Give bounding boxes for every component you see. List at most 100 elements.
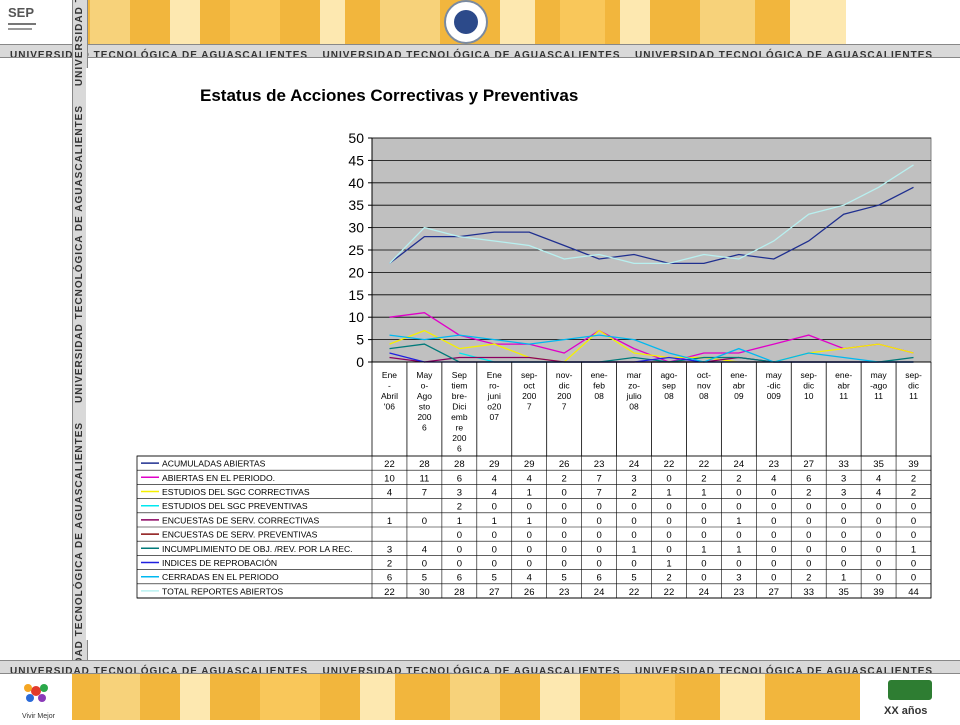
table-cell: 0 xyxy=(876,559,881,570)
table-cell: 0 xyxy=(457,530,462,541)
table-cell: 39 xyxy=(873,587,884,598)
table-cell: 26 xyxy=(524,587,535,598)
table-cell: 0 xyxy=(457,559,462,570)
x-tick-label-line: - xyxy=(388,381,391,391)
table-cell: 24 xyxy=(734,459,745,470)
table-cell: 0 xyxy=(596,530,601,541)
x-tick-label-line: feb xyxy=(593,381,605,391)
table-cell: 4 xyxy=(422,544,427,555)
x-tick-label: may -ago 11 xyxy=(870,370,887,401)
anniversary-icon: XX años xyxy=(884,680,932,717)
table-cell: 2 xyxy=(806,488,811,499)
x-tick-label: May o-Ago sto 200 6 xyxy=(416,370,433,433)
table-cell: 4 xyxy=(492,473,497,484)
table-cell: 0 xyxy=(806,544,811,555)
table-cell: 0 xyxy=(876,573,881,584)
table-cell: 0 xyxy=(876,516,881,527)
table-cell: 4 xyxy=(527,573,532,584)
y-tick-label: 0 xyxy=(356,354,364,370)
x-tick-label-line: 08 xyxy=(594,391,604,401)
x-tick-label-line: 08 xyxy=(629,402,639,412)
table-cell: 1 xyxy=(701,488,706,499)
y-tick-label: 50 xyxy=(348,130,364,146)
x-tick-label-line: 08 xyxy=(664,391,674,401)
table-cell: 44 xyxy=(908,587,919,598)
x-tick-label-line: ago- xyxy=(660,370,677,380)
x-tick-label-line: abr xyxy=(733,381,745,391)
table-cell: 6 xyxy=(387,573,392,584)
table-cell: 0 xyxy=(911,502,916,513)
x-tick-label: may -dic 009 xyxy=(766,370,783,401)
chart-title: Estatus de Acciones Correctivas y Preven… xyxy=(200,86,579,105)
table-cell: 0 xyxy=(841,516,846,527)
table-cell: 2 xyxy=(562,473,567,484)
top-band-text-1: UNIVERSIDAD TECNOLÓGICA DE AGUASCALIENTE… xyxy=(10,50,309,58)
x-tick-label-line: 10 xyxy=(804,391,814,401)
table-cell: 0 xyxy=(736,488,741,499)
y-tick-label: 15 xyxy=(348,287,364,303)
table-cell: 1 xyxy=(631,544,636,555)
table-cell: 2 xyxy=(701,473,706,484)
table-cell: 0 xyxy=(596,502,601,513)
table-cell: 0 xyxy=(771,516,776,527)
x-tick-label-line: 09 xyxy=(734,391,744,401)
x-tick-label: Ene -Abril '06 xyxy=(381,370,398,412)
table-cell: 4 xyxy=(387,488,392,499)
table-cell: 0 xyxy=(492,559,497,570)
table-cell: 7 xyxy=(596,473,601,484)
table-cell: 22 xyxy=(629,587,640,598)
x-tick-label-line: sep- xyxy=(521,370,538,380)
x-tick-label-line: may xyxy=(766,370,783,380)
x-tick-label-line: 11 xyxy=(839,391,848,401)
x-tick-label-line: 07 xyxy=(490,412,500,422)
table-cell: 0 xyxy=(596,544,601,555)
table-cell: 0 xyxy=(631,559,636,570)
table-cell: 3 xyxy=(841,473,846,484)
x-tick-label: oct-nov 08 xyxy=(697,370,712,401)
table-cell: 6 xyxy=(596,573,601,584)
x-tick-label-line: 200 xyxy=(452,433,466,443)
x-tick-label-line: emb xyxy=(451,412,468,422)
x-tick-label-line: ene- xyxy=(730,370,747,380)
bottom-band-text-2: UNIVERSIDAD TECNOLÓGICA DE AGUASCALIENTE… xyxy=(322,666,621,674)
table-cell: 0 xyxy=(876,502,881,513)
x-tick-label-line: 200 xyxy=(557,391,571,401)
y-tick-label: 40 xyxy=(348,175,364,191)
table-cell: 0 xyxy=(457,544,462,555)
x-tick-label-line: zo- xyxy=(628,381,640,391)
x-tick-label-line: bre- xyxy=(452,391,467,401)
table-cell: 1 xyxy=(666,559,671,570)
x-tick-label-line: juni xyxy=(487,391,501,401)
table-cell: 27 xyxy=(489,587,500,598)
table-cell: 0 xyxy=(492,502,497,513)
table-cell: 2 xyxy=(631,488,636,499)
table-cell: 28 xyxy=(454,459,465,470)
table-cell: 0 xyxy=(771,573,776,584)
left-margin xyxy=(0,60,72,660)
table-cell: 0 xyxy=(876,544,881,555)
table-cell: 3 xyxy=(457,488,462,499)
table-cell: 1 xyxy=(736,544,741,555)
x-tick-label-line: may xyxy=(871,370,888,380)
x-tick-label-line: sep- xyxy=(800,370,817,380)
table-cell: 0 xyxy=(666,516,671,527)
table-cell: 33 xyxy=(838,459,849,470)
table-cell: 5 xyxy=(422,573,427,584)
table-cell: 27 xyxy=(803,459,814,470)
x-tick-label-line: oct- xyxy=(697,370,711,380)
table-cell: 0 xyxy=(736,559,741,570)
x-tick-label: mar zo-julio 08 xyxy=(625,370,641,412)
table-cell: 23 xyxy=(768,459,779,470)
table-cell: 1 xyxy=(457,516,462,527)
legend-entry: INCUMPLIMIENTO DE OBJ. /REV. POR LA REC. xyxy=(162,544,353,554)
table-cell: 0 xyxy=(771,502,776,513)
x-tick-label: ago-sep 08 xyxy=(660,370,677,401)
table-cell: 4 xyxy=(492,488,497,499)
table-cell: 0 xyxy=(736,502,741,513)
x-tick-label-line: 200 xyxy=(417,412,431,422)
table-cell: 0 xyxy=(492,530,497,541)
table-cell: 22 xyxy=(664,587,675,598)
x-tick-label: sep-dic 10 xyxy=(800,370,817,401)
x-tick-label-line: Ago xyxy=(417,391,432,401)
table-cell: 0 xyxy=(666,544,671,555)
